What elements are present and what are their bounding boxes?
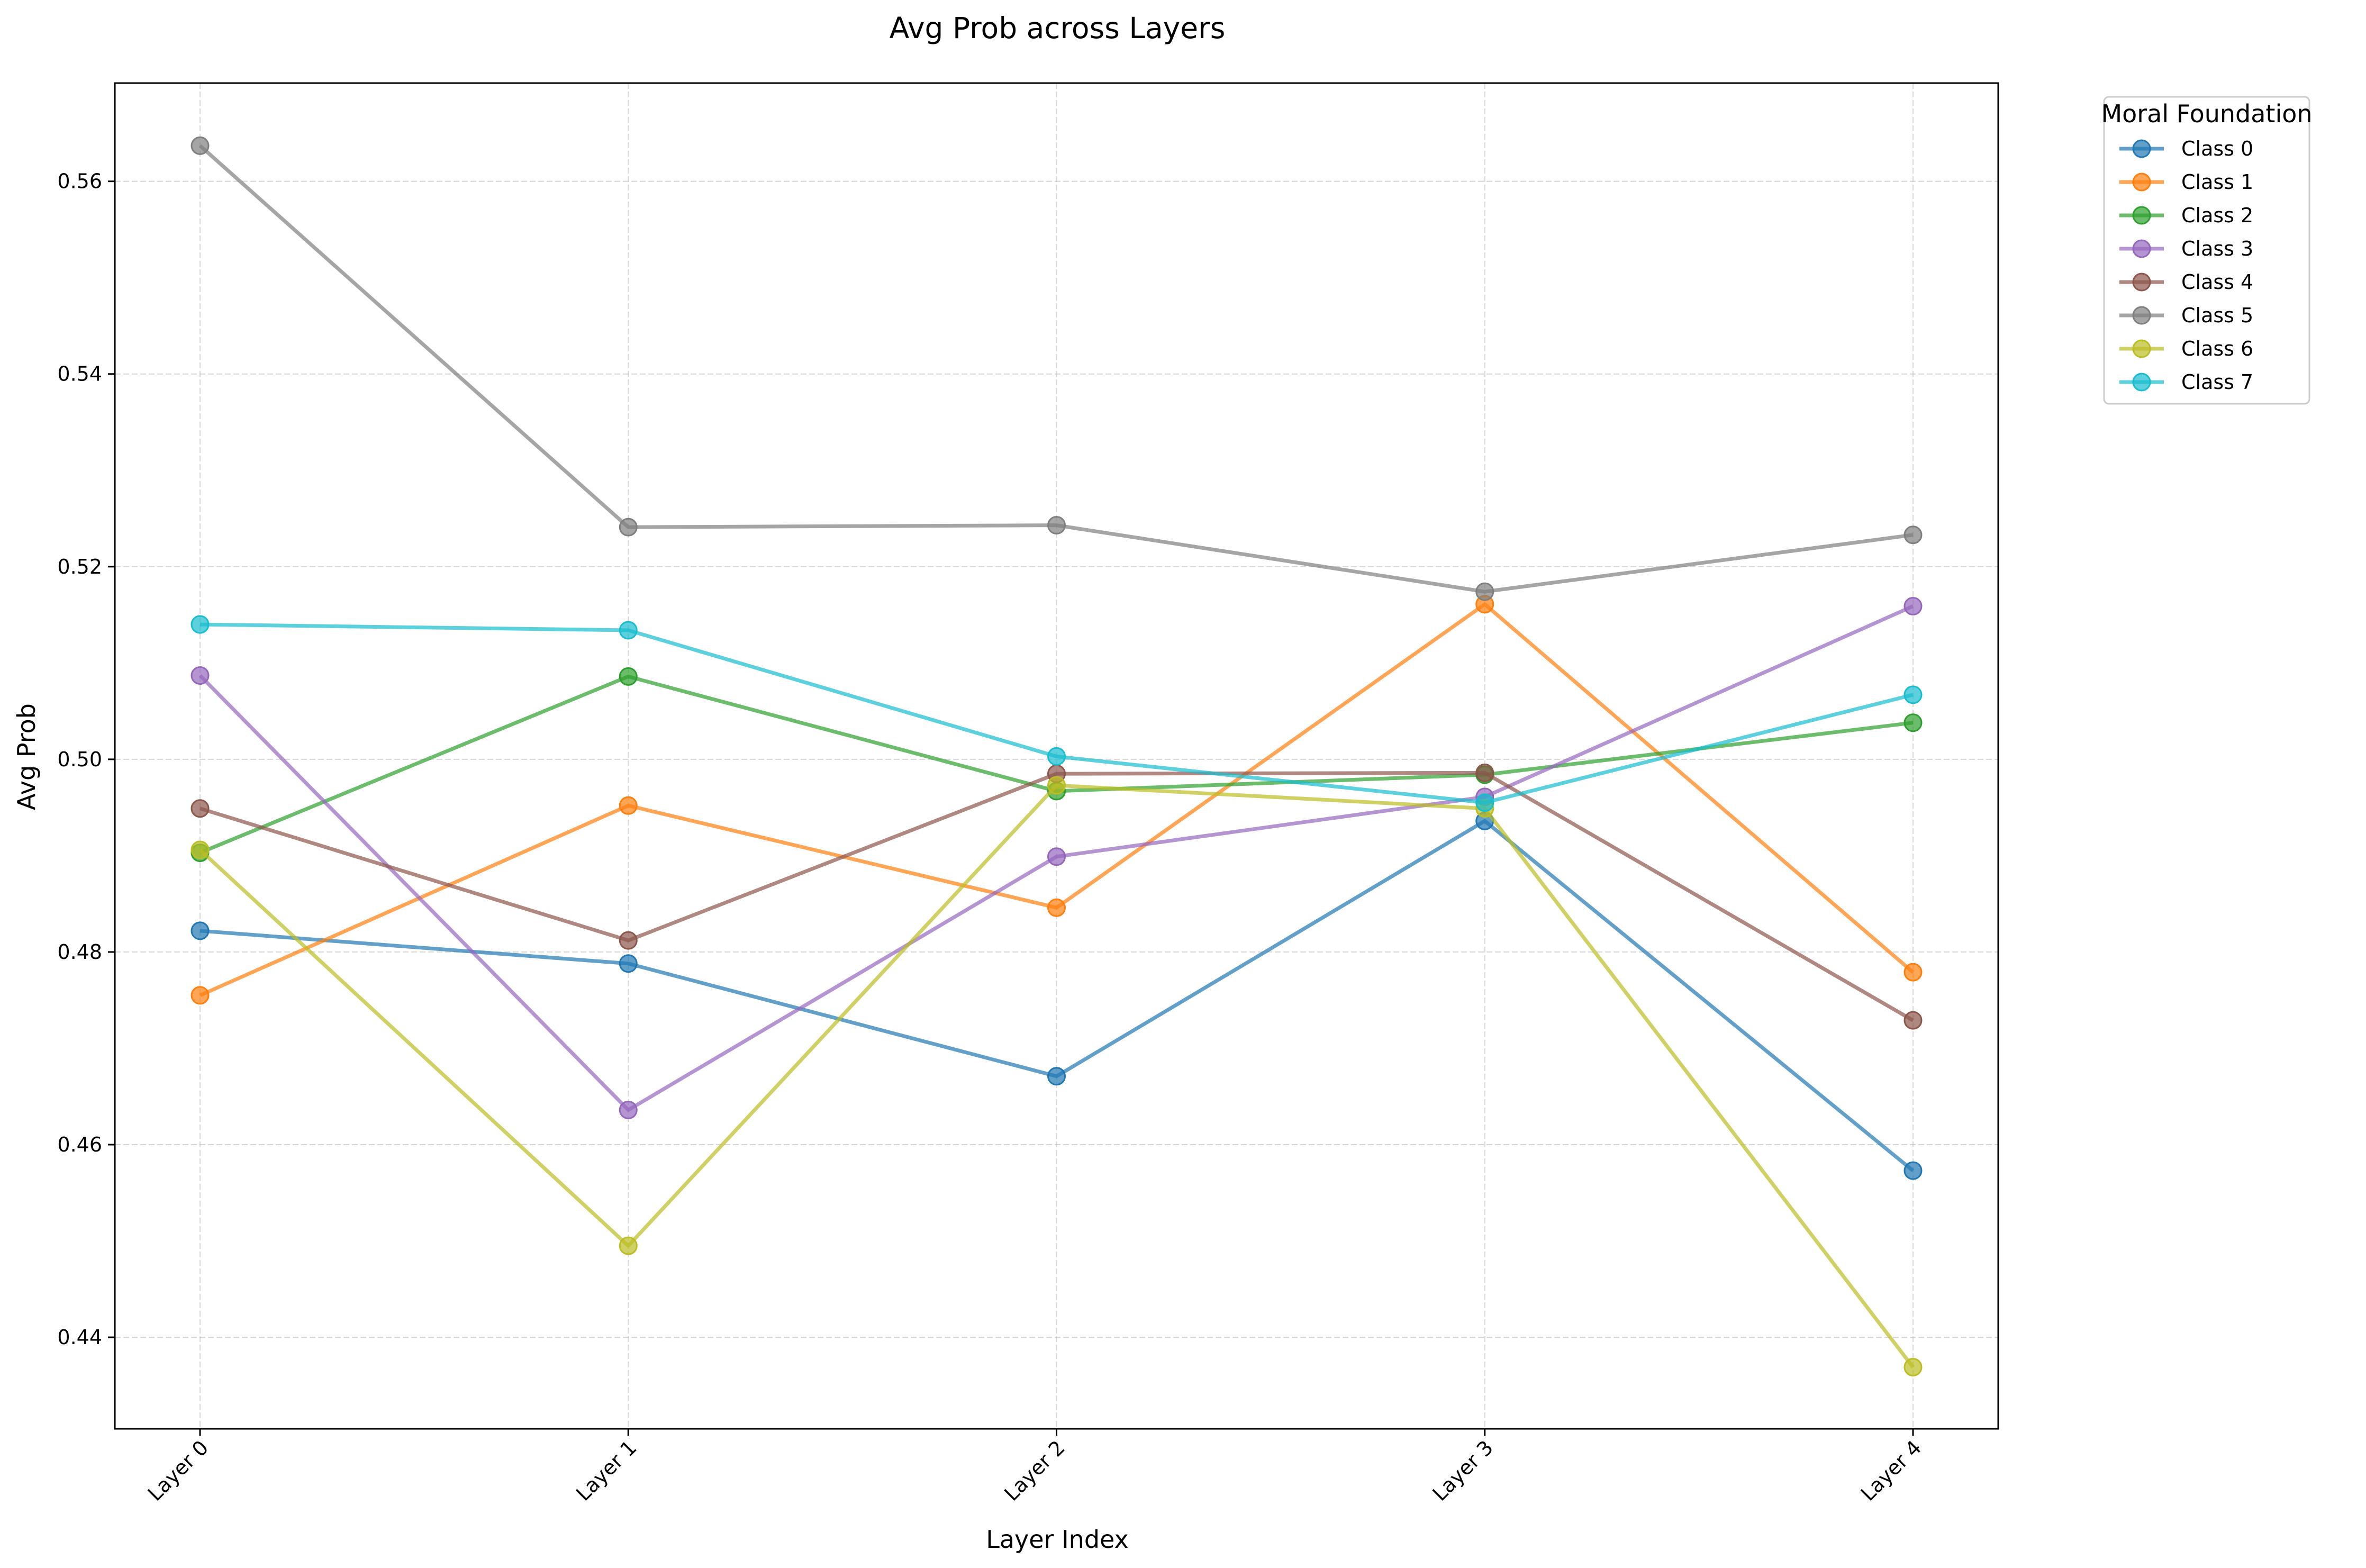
legend-label: Class 1 bbox=[2181, 170, 2253, 194]
legend-entry: Class 7 bbox=[2119, 370, 2253, 394]
data-point bbox=[1903, 685, 1923, 704]
x-axis-label: Layer Index bbox=[986, 1525, 1129, 1554]
data-point bbox=[619, 621, 638, 640]
legend-label: Class 7 bbox=[2181, 370, 2253, 394]
y-tick-label: 0.56 bbox=[57, 170, 102, 193]
data-point bbox=[1475, 582, 1494, 601]
data-point bbox=[1047, 776, 1066, 795]
data-point bbox=[1047, 898, 1066, 917]
data-point bbox=[191, 799, 210, 818]
data-point bbox=[619, 1100, 638, 1119]
data-point bbox=[619, 1236, 638, 1255]
data-point bbox=[619, 667, 638, 686]
y-tick-label: 0.46 bbox=[57, 1133, 102, 1156]
series-6 bbox=[191, 776, 1923, 1376]
legend-label: Class 4 bbox=[2181, 270, 2253, 294]
y-tick-label: 0.44 bbox=[57, 1326, 102, 1349]
legend-marker bbox=[2132, 173, 2151, 192]
data-point bbox=[191, 986, 210, 1005]
legend-marker bbox=[2132, 239, 2151, 258]
data-point bbox=[1903, 525, 1923, 545]
legend-entry: Class 1 bbox=[2119, 170, 2253, 194]
legend-label: Class 6 bbox=[2181, 337, 2253, 360]
series-1 bbox=[191, 595, 1923, 1005]
legend-marker bbox=[2132, 339, 2151, 358]
legend-frame bbox=[2103, 96, 2310, 405]
legend-title: Moral Foundation bbox=[2101, 99, 2312, 128]
data-point bbox=[1903, 596, 1923, 615]
legend-entry: Class 6 bbox=[2119, 337, 2253, 360]
legend-marker bbox=[2132, 373, 2151, 392]
series-7 bbox=[191, 615, 1923, 812]
legend-entry: Class 0 bbox=[2119, 137, 2253, 160]
data-point bbox=[1903, 1011, 1923, 1030]
y-tick-label: 0.52 bbox=[57, 555, 102, 578]
data-point bbox=[191, 666, 210, 685]
legend-marker bbox=[2132, 206, 2151, 225]
data-point bbox=[1047, 1067, 1066, 1086]
legend-entry: Class 2 bbox=[2119, 204, 2253, 227]
y-tick-label: 0.48 bbox=[57, 940, 102, 964]
data-point bbox=[1047, 516, 1066, 535]
legend-label: Class 0 bbox=[2181, 137, 2253, 160]
data-point bbox=[619, 518, 638, 537]
data-point bbox=[1475, 793, 1494, 812]
legend-marker bbox=[2132, 306, 2151, 325]
data-point bbox=[1903, 963, 1923, 982]
data-point bbox=[1047, 747, 1066, 766]
series-5 bbox=[191, 136, 1923, 601]
data-point bbox=[1475, 763, 1494, 782]
data-point bbox=[1903, 713, 1923, 732]
y-tick-label: 0.50 bbox=[57, 748, 102, 771]
legend-label: Class 5 bbox=[2181, 304, 2253, 327]
data-point bbox=[1047, 847, 1066, 866]
data-point bbox=[191, 615, 210, 634]
data-point bbox=[191, 840, 210, 859]
legend-marker bbox=[2132, 139, 2151, 158]
legend-marker bbox=[2132, 273, 2151, 292]
data-point bbox=[619, 931, 638, 950]
legend: Moral Foundation Class 0 Class 1 Class 2 Cl… bbox=[2101, 96, 2313, 405]
data-point bbox=[619, 796, 638, 815]
y-axis: 0.44 0.46 0.48 0.50 0.52 0.54 0.56 bbox=[57, 170, 115, 1349]
chart-title: Avg Prob across Layers bbox=[890, 11, 1226, 45]
legend-entry: Class 3 bbox=[2119, 237, 2253, 260]
legend-label: Class 2 bbox=[2181, 204, 2253, 227]
legend-entry: Class 5 bbox=[2119, 304, 2253, 327]
data-point bbox=[619, 954, 638, 973]
legend-entry: Class 4 bbox=[2119, 270, 2253, 294]
y-axis-label: Avg Prob bbox=[12, 703, 41, 810]
y-tick-label: 0.54 bbox=[57, 362, 102, 386]
data-point bbox=[1903, 1357, 1923, 1376]
series-group bbox=[191, 136, 1923, 1376]
legend-label: Class 3 bbox=[2181, 237, 2253, 260]
data-point bbox=[191, 921, 210, 940]
data-point bbox=[1903, 1161, 1923, 1180]
data-point bbox=[191, 136, 210, 155]
